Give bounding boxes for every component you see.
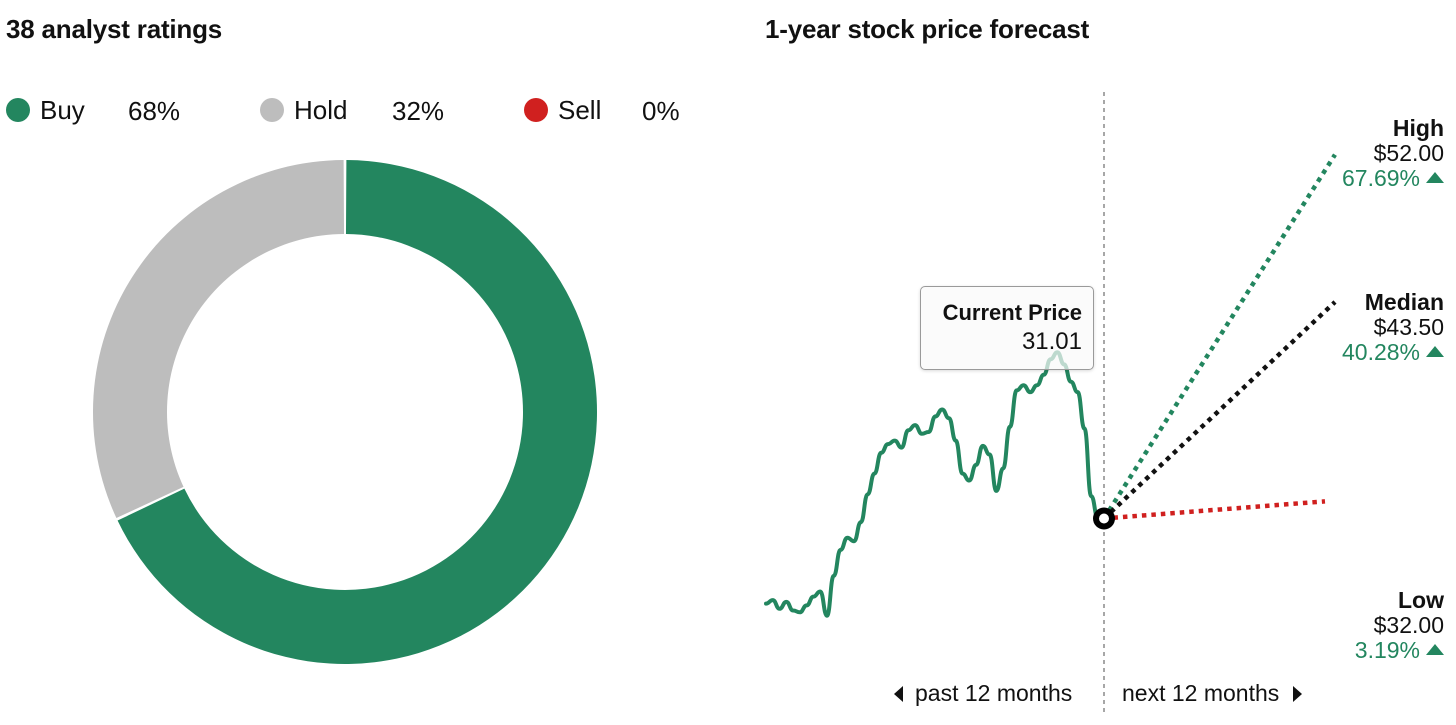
hold-dot-icon <box>260 98 284 122</box>
legend-label-hold: Hold <box>294 94 348 125</box>
current-price-label: Current Price <box>942 300 1082 325</box>
forecast-median-label: Median $43.50 40.28% <box>1264 290 1444 365</box>
legend-percent-sell: 0% <box>642 96 680 126</box>
forecast-low-label: Low $32.00 3.19% <box>1264 588 1444 663</box>
arrow-right-icon <box>1293 685 1303 702</box>
current-price-tooltip: Current Price 31.01 <box>920 286 1094 370</box>
legend-percent-buy: 68% <box>128 96 181 126</box>
high-price: $52.00 <box>1373 140 1444 166</box>
forecast-chart <box>764 92 1337 712</box>
legend-percent-hold: 32% <box>392 96 445 126</box>
median-change: 40.28% <box>1341 339 1420 365</box>
ratings-donut-chart <box>92 160 598 664</box>
legend-item-sell: Sell 0% <box>524 92 680 128</box>
legend-label-sell: Sell <box>558 94 602 125</box>
median-name: Median <box>1364 289 1444 315</box>
low-change: 3.19% <box>1354 637 1420 663</box>
legend-item-hold: Hold 32% <box>260 92 444 128</box>
analyst-ratings-panel: 38 analyst ratings Buy 68% Hold 32% Sell… <box>0 0 720 725</box>
ratings-title: 38 analyst ratings <box>6 14 223 44</box>
next-period-button[interactable]: next 12 months <box>1122 680 1303 707</box>
legend-label-buy: Buy <box>40 94 85 125</box>
forecast-high-label: High $52.00 67.69% <box>1264 116 1444 191</box>
buy-dot-icon <box>6 98 30 122</box>
price-forecast-panel: 1-year stock price forecast Current Pric… <box>760 0 1456 725</box>
legend-item-buy: Buy 68% <box>6 92 180 128</box>
past-price-line <box>764 350 1100 618</box>
arrow-left-icon <box>894 685 903 702</box>
up-triangle-icon <box>1426 346 1444 357</box>
low-price: $32.00 <box>1373 612 1444 638</box>
high-name: High <box>1392 115 1444 141</box>
median-price: $43.50 <box>1373 314 1444 340</box>
next-period-label: next 12 months <box>1122 680 1280 706</box>
donut-slice-buy <box>117 160 598 664</box>
low-name: Low <box>1398 587 1444 613</box>
sell-dot-icon <box>524 98 548 122</box>
current-price-marker-center <box>1099 513 1109 524</box>
past-period-label: past 12 months <box>915 680 1073 706</box>
forecast-line-low <box>1103 499 1326 521</box>
current-price-value: 31.01 <box>1021 328 1082 355</box>
donut-slice-hold <box>92 160 345 519</box>
past-period-button[interactable]: past 12 months <box>894 680 1072 707</box>
up-triangle-icon <box>1426 644 1444 655</box>
ratings-legend: Buy 68% Hold 32% Sell 0% <box>6 92 706 132</box>
forecast-title: 1-year stock price forecast <box>765 14 1090 44</box>
up-triangle-icon <box>1426 172 1444 183</box>
high-change: 67.69% <box>1341 165 1420 191</box>
